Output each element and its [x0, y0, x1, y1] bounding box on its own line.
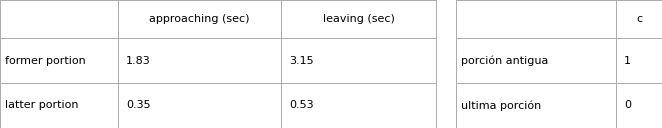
- Text: latter portion: latter portion: [5, 100, 79, 110]
- Text: 0.53: 0.53: [289, 100, 314, 110]
- Text: 3.15: 3.15: [289, 56, 314, 66]
- Text: 1.83: 1.83: [126, 56, 151, 66]
- Text: leaving (sec): leaving (sec): [322, 14, 395, 24]
- Text: 1: 1: [624, 56, 631, 66]
- Text: 0: 0: [624, 100, 631, 110]
- Text: c: c: [636, 14, 642, 24]
- Text: porción antigua: porción antigua: [461, 55, 548, 66]
- Text: ultima porción: ultima porción: [461, 100, 542, 111]
- Text: former portion: former portion: [5, 56, 86, 66]
- Text: 0.35: 0.35: [126, 100, 151, 110]
- Text: approaching (sec): approaching (sec): [149, 14, 250, 24]
